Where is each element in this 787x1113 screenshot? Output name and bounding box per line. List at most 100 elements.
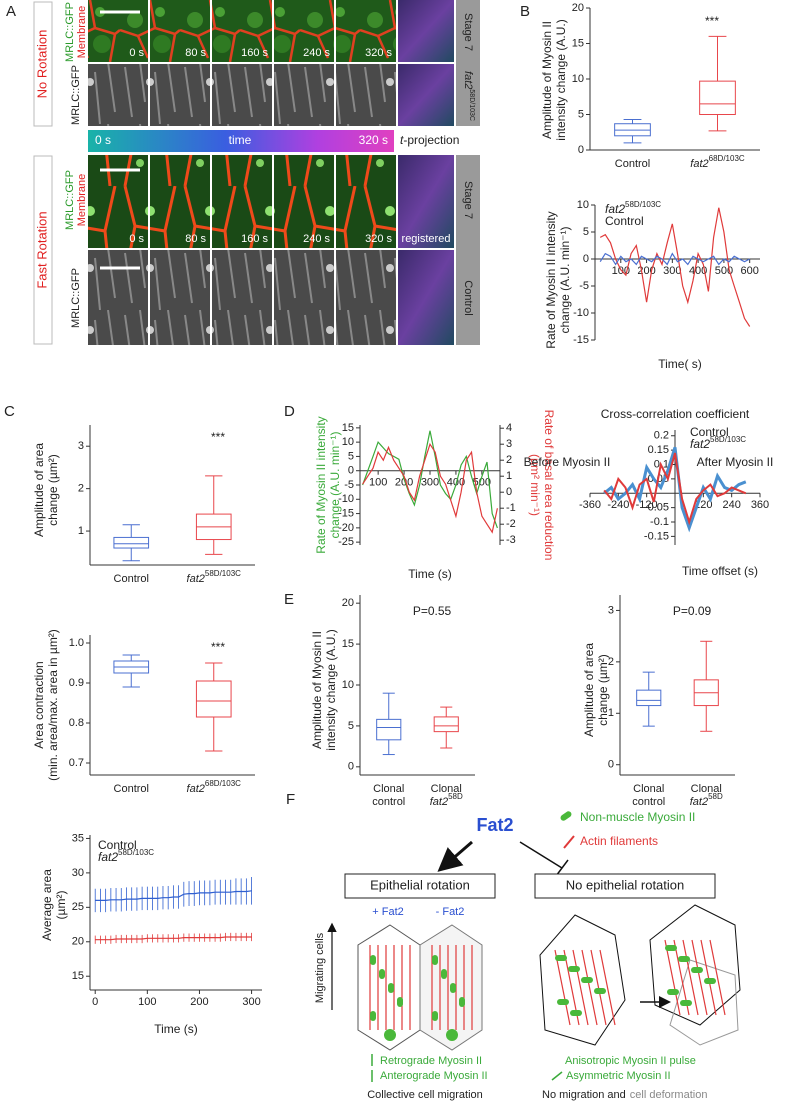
micrograph xyxy=(212,155,272,248)
actin xyxy=(590,949,607,1026)
myosin xyxy=(379,969,385,979)
category-label-part: fat2 xyxy=(187,783,205,795)
micrograph xyxy=(336,250,396,345)
x-tick-label: 100 xyxy=(369,477,387,489)
y-axis-label: Rate of Myosin II intensity xyxy=(314,416,328,553)
micrograph xyxy=(336,64,396,126)
inhibition xyxy=(519,841,563,869)
timestamp: 320 s xyxy=(365,233,392,245)
condition: No Rotation xyxy=(34,30,49,99)
category-label: Clonal xyxy=(691,783,722,795)
annotation: After Myosin II xyxy=(697,455,774,469)
channel: MRLC::GFP xyxy=(70,65,82,125)
actin xyxy=(709,939,726,1016)
y-tick-label: 3 xyxy=(78,440,84,452)
stage: Stage 7 xyxy=(462,13,474,51)
x-tick-label: 300 xyxy=(242,996,260,1008)
micrograph xyxy=(336,155,396,248)
y2-axis-label: Rate of basal area reduction xyxy=(542,410,556,561)
y-tick-label: -15 xyxy=(338,507,354,519)
myosin xyxy=(704,978,716,984)
myosin xyxy=(432,1011,438,1021)
y-axis-label: Area contraction xyxy=(32,661,46,748)
y-axis-label: Rate of Myosin II intensity xyxy=(544,211,558,348)
projection xyxy=(398,64,454,126)
micrograph xyxy=(88,0,148,62)
cell xyxy=(649,904,741,1026)
myosin xyxy=(680,1000,692,1006)
y-axis-label: Average area xyxy=(40,869,54,941)
channel: Membrane xyxy=(76,6,88,59)
category-label-part: Clonal xyxy=(691,783,722,795)
x-tick-label: -120 xyxy=(636,499,658,511)
label-box xyxy=(33,155,53,345)
box xyxy=(636,689,662,707)
y-tick-label: 0 xyxy=(583,253,589,265)
x-tick-label: 200 xyxy=(190,996,208,1008)
y-axis-label: Amplitude of Myosin II xyxy=(310,631,324,749)
y2-tick-label: 0 xyxy=(506,486,512,498)
legend-entry-part: 58D/103C xyxy=(625,200,661,209)
category-label-part: Control xyxy=(114,783,149,795)
label-box xyxy=(33,1,53,127)
y2-tick-label: -1 xyxy=(506,502,516,514)
annotation: *** xyxy=(705,14,719,28)
x-tick-label: 240 xyxy=(722,499,740,511)
condition: + Fat2 xyxy=(372,906,404,918)
micrograph xyxy=(274,155,334,248)
category-label-part: Clonal xyxy=(633,783,664,795)
genotype: Control xyxy=(462,280,474,315)
result-part: No migration and xyxy=(542,1089,626,1101)
cell-deformed xyxy=(669,959,739,1046)
channel: Membrane xyxy=(76,174,88,227)
legend-text: Non-muscle Myosin II xyxy=(580,810,695,824)
projection-text: -projection xyxy=(403,133,459,147)
y-tick-label: 1.0 xyxy=(69,637,84,649)
projection-label: t-projection xyxy=(400,133,459,147)
x-axis-label: Time (s) xyxy=(408,567,452,581)
y-tick-label: 0 xyxy=(608,759,614,771)
y-axis-label: Amplitude of area xyxy=(582,643,596,737)
micrograph xyxy=(212,0,272,62)
panel-label: D xyxy=(284,403,295,420)
time-start: 0 s xyxy=(95,133,111,147)
time-bar xyxy=(88,130,394,152)
myosin xyxy=(678,956,690,962)
panel-label: E xyxy=(284,591,294,608)
y-tick-label: -10 xyxy=(573,307,589,319)
myosin xyxy=(581,977,593,983)
myosin xyxy=(432,955,438,965)
category-label: fat258D xyxy=(430,792,463,808)
y-axis-label: (µm²) xyxy=(54,891,68,920)
category-label: fat268D/103C xyxy=(187,779,242,795)
y-tick-label: 0 xyxy=(348,761,354,773)
note: Asymmetric Myosin II xyxy=(566,1070,671,1082)
channel: MRLC::GFP xyxy=(64,2,76,62)
projection-t: t xyxy=(400,133,404,147)
outcome: No epithelial rotation xyxy=(566,877,685,892)
legend-entry-part: 58D/103C xyxy=(710,435,746,444)
category-label-part: control xyxy=(372,796,405,808)
y2-axis-label: (µm² min⁻¹) xyxy=(528,454,542,516)
annotation: P=0.09 xyxy=(673,604,712,618)
timestamp: 240 s xyxy=(303,47,330,59)
y-tick-label: 15 xyxy=(342,422,354,434)
category-label-part: Control xyxy=(615,158,650,170)
panel-label: C xyxy=(4,403,15,420)
myosin xyxy=(370,1011,376,1021)
y-tick-label: -0.1 xyxy=(650,516,669,528)
line xyxy=(95,936,252,941)
panel-a: A No Rotation MRLC::GFP Membrane MRLC::G… xyxy=(6,0,480,345)
y-tick-label: -25 xyxy=(338,536,354,548)
y-tick-label: 15 xyxy=(342,638,354,650)
regulator: Fat2 xyxy=(476,815,513,835)
nucleus xyxy=(384,1029,396,1041)
condition: - Fat2 xyxy=(436,906,465,918)
y-tick-label: -15 xyxy=(573,334,589,346)
myosin-icon xyxy=(560,811,572,821)
box xyxy=(113,536,150,549)
category-label-part: Clonal xyxy=(431,783,462,795)
projection xyxy=(398,250,454,345)
y-axis-label: change (A.U. min⁻¹) xyxy=(558,226,572,333)
line xyxy=(599,252,750,266)
